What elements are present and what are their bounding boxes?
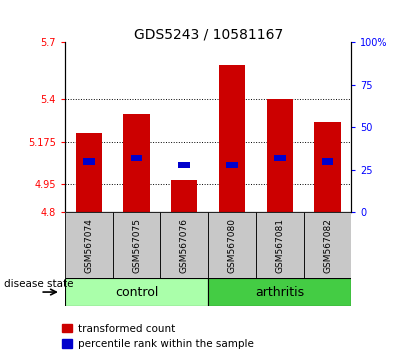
Text: GSM567081: GSM567081 [275, 218, 284, 273]
Bar [178, 161, 190, 168]
Bar [267, 99, 293, 212]
Text: GSM567080: GSM567080 [228, 218, 237, 273]
Text: GSM567076: GSM567076 [180, 218, 189, 273]
Bar [256, 212, 304, 278]
Bar [171, 180, 197, 212]
Bar [304, 212, 351, 278]
Bar [208, 278, 351, 306]
Bar [113, 212, 160, 278]
Legend: transformed count, percentile rank within the sample: transformed count, percentile rank withi… [62, 324, 254, 349]
Text: disease state: disease state [4, 279, 74, 289]
Bar [123, 114, 150, 212]
Bar [131, 155, 143, 161]
Text: arthritis: arthritis [255, 286, 305, 298]
Bar [274, 155, 286, 161]
Text: GSM567074: GSM567074 [84, 218, 93, 273]
Bar [76, 133, 102, 212]
Text: GSM567075: GSM567075 [132, 218, 141, 273]
Bar [322, 158, 333, 165]
Bar [208, 212, 256, 278]
Bar [65, 278, 208, 306]
Text: control: control [115, 286, 158, 298]
Bar [226, 161, 238, 168]
Bar [65, 212, 113, 278]
Bar [83, 158, 95, 165]
Title: GDS5243 / 10581167: GDS5243 / 10581167 [134, 27, 283, 41]
Text: GSM567082: GSM567082 [323, 218, 332, 273]
Bar [160, 212, 208, 278]
Bar [314, 122, 341, 212]
Bar [219, 65, 245, 212]
